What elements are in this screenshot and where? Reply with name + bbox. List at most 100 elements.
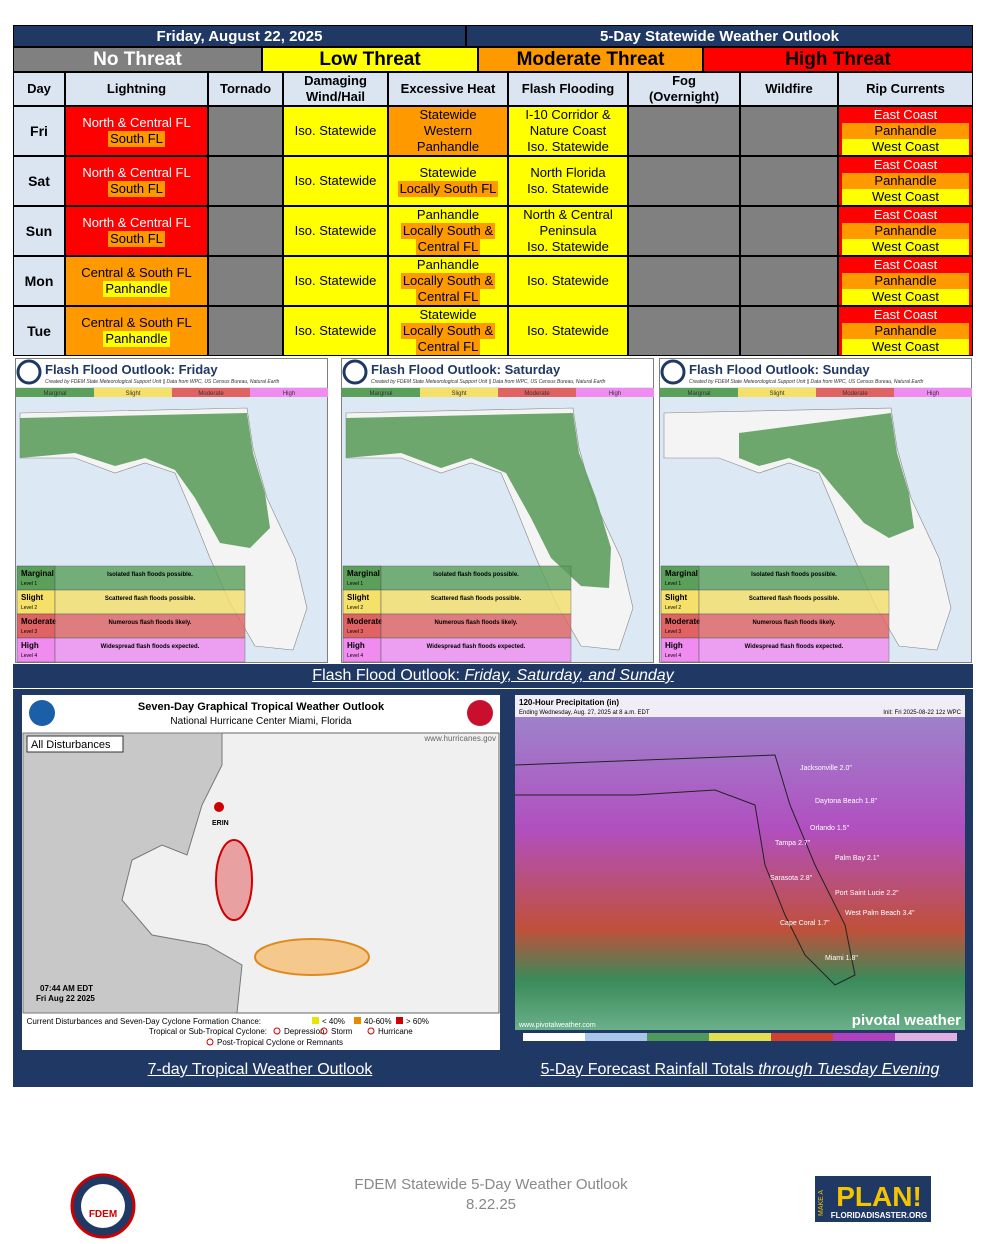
plan-word: PLAN! bbox=[836, 1181, 922, 1212]
legend-desc-box bbox=[380, 637, 572, 663]
cell-line: East Coast bbox=[842, 207, 969, 223]
threat-cell: Iso. Statewide bbox=[283, 156, 388, 206]
threat-cell bbox=[208, 206, 283, 256]
cell-line: West Coast bbox=[842, 189, 969, 205]
city-label: Cape Coral 1.7" bbox=[780, 920, 830, 927]
legend-level-number: Level 4 bbox=[21, 653, 37, 659]
legend-strip-label: Moderate bbox=[198, 391, 224, 397]
panel-title: Flash Flood Outlook: Friday bbox=[45, 362, 218, 377]
fdem-icon bbox=[660, 359, 686, 385]
cell-line: Panhandle bbox=[103, 331, 170, 347]
caption-text: 5-Day Forecast Rainfall Totals bbox=[540, 1061, 759, 1078]
scale-swatch bbox=[895, 1033, 957, 1041]
threat-level: No Threat bbox=[13, 47, 262, 72]
day-cell: Mon bbox=[13, 256, 65, 306]
threat-cell bbox=[208, 156, 283, 206]
column-header: Damaging Wind/Hail bbox=[283, 72, 388, 106]
threat-cell bbox=[740, 206, 838, 256]
legend-level-number: Level 1 bbox=[21, 581, 37, 587]
threat-cell: North & Central FL South FL bbox=[65, 106, 208, 156]
day-cell: Fri bbox=[13, 106, 65, 156]
threat-cell bbox=[740, 156, 838, 206]
caption-text: Flash Flood Outlook: bbox=[312, 667, 465, 684]
tab-label: All Disturbances bbox=[31, 739, 111, 751]
cell-line: Panhandle bbox=[414, 257, 482, 273]
threat-cell: North Florida Iso. Statewide bbox=[508, 156, 628, 206]
legend-level-number: Level 1 bbox=[347, 581, 363, 587]
legend-desc-box bbox=[380, 565, 572, 591]
threat-cell: Iso. Statewide bbox=[508, 256, 628, 306]
legend-strip bbox=[342, 388, 420, 397]
threat-level: High Threat bbox=[703, 47, 973, 72]
cell-line: Panhandle bbox=[103, 281, 170, 297]
date-label: Fri Aug 22 2025 bbox=[36, 994, 95, 1003]
plan-logo: MAKE A PLAN!FLORIDADISASTER.ORG bbox=[815, 1176, 931, 1222]
threat-cell: East Coast Panhandle West Coast bbox=[838, 256, 973, 306]
rainfall-caption: 5-Day Forecast Rainfall Totals through T… bbox=[509, 1057, 971, 1083]
noaa-logo bbox=[29, 700, 55, 726]
legend-strip bbox=[498, 388, 576, 397]
threat-cell: North & Central Peninsula Iso. Statewide bbox=[508, 206, 628, 256]
legend-desc-box bbox=[698, 637, 890, 663]
legend-level-name: High bbox=[665, 641, 683, 650]
legend-strip bbox=[576, 388, 654, 397]
cell-line: Panhandle bbox=[414, 207, 482, 223]
cell-line: Iso. Statewide bbox=[292, 173, 379, 189]
cell-line: North & Central FL bbox=[80, 115, 193, 131]
city-label: Orlando 1.5" bbox=[810, 825, 850, 832]
plan-url: FLORIDADISASTER.ORG bbox=[831, 1211, 927, 1220]
threat-cell bbox=[208, 256, 283, 306]
tab-box bbox=[26, 735, 124, 753]
city-label: Port Saint Lucie 2.2" bbox=[835, 890, 899, 897]
chance-label: > 60% bbox=[406, 1017, 429, 1026]
legend-level-name: Moderate bbox=[347, 617, 383, 626]
cell-line: East Coast bbox=[842, 107, 969, 123]
threat-cell: Iso. Statewide bbox=[283, 106, 388, 156]
source-url: www.hurricanes.gov bbox=[423, 734, 496, 743]
post-marker bbox=[206, 1038, 214, 1046]
scale-swatch bbox=[709, 1033, 771, 1041]
cell-line: Panhandle bbox=[842, 223, 969, 239]
legend-desc-box bbox=[698, 589, 890, 615]
legend-strip bbox=[420, 388, 498, 397]
cell-line: West Coast bbox=[842, 139, 969, 155]
cell-line: Locally South & bbox=[400, 223, 496, 239]
legend-desc-box bbox=[54, 637, 246, 663]
column-header: Rip Currents bbox=[838, 72, 973, 106]
column-header: Fog (Overnight) bbox=[628, 72, 740, 106]
legend-strip-label: Moderate bbox=[524, 391, 550, 397]
legend-level-name: Moderate bbox=[21, 617, 57, 626]
threat-cell: North & Central FL South FL bbox=[65, 206, 208, 256]
cell-line: Iso. Statewide bbox=[525, 239, 611, 255]
panel-title: Flash Flood Outlook: Sunday bbox=[689, 362, 870, 377]
threat-cell: Panhandle Locally South & Central FL bbox=[388, 206, 508, 256]
land bbox=[22, 732, 243, 1014]
legend-strip bbox=[16, 388, 94, 397]
threat-cell bbox=[628, 106, 740, 156]
threat-cell: Central & South FL Panhandle bbox=[65, 256, 208, 306]
legend-desc-box bbox=[380, 613, 572, 639]
tropical-subtitle: National Hurricane Center Miami, Florida bbox=[170, 716, 352, 727]
title-bar bbox=[342, 359, 653, 387]
fdem-icon bbox=[342, 359, 368, 385]
legend-strip-label: High bbox=[609, 391, 621, 397]
scale-swatch bbox=[523, 1033, 585, 1041]
cell-line: South FL bbox=[108, 231, 165, 247]
legend-level bbox=[16, 613, 56, 639]
legend-desc: Isolated flash floods possible. bbox=[751, 572, 837, 578]
column-header: Flash Flooding bbox=[508, 72, 628, 106]
cell-line: Western bbox=[421, 123, 475, 139]
city-label: Miami 1.8" bbox=[825, 955, 858, 962]
florida-outline bbox=[515, 754, 856, 986]
rain-title: 120-Hour Precipitation (in) bbox=[519, 698, 619, 707]
type-label: Depression bbox=[284, 1027, 324, 1036]
threat-cell: Statewide Locally South & Central FL bbox=[388, 306, 508, 356]
legend-level-name: Slight bbox=[347, 593, 370, 602]
fdem-icon bbox=[16, 359, 42, 385]
legend-level-number: Level 3 bbox=[347, 629, 363, 635]
scale-swatch bbox=[585, 1033, 647, 1041]
fdem-logo: FDEM bbox=[70, 1173, 136, 1239]
legend-desc: Numerous flash floods likely. bbox=[109, 620, 192, 626]
nws-logo bbox=[467, 700, 493, 726]
cell-line: I-10 Corridor & bbox=[523, 107, 613, 123]
